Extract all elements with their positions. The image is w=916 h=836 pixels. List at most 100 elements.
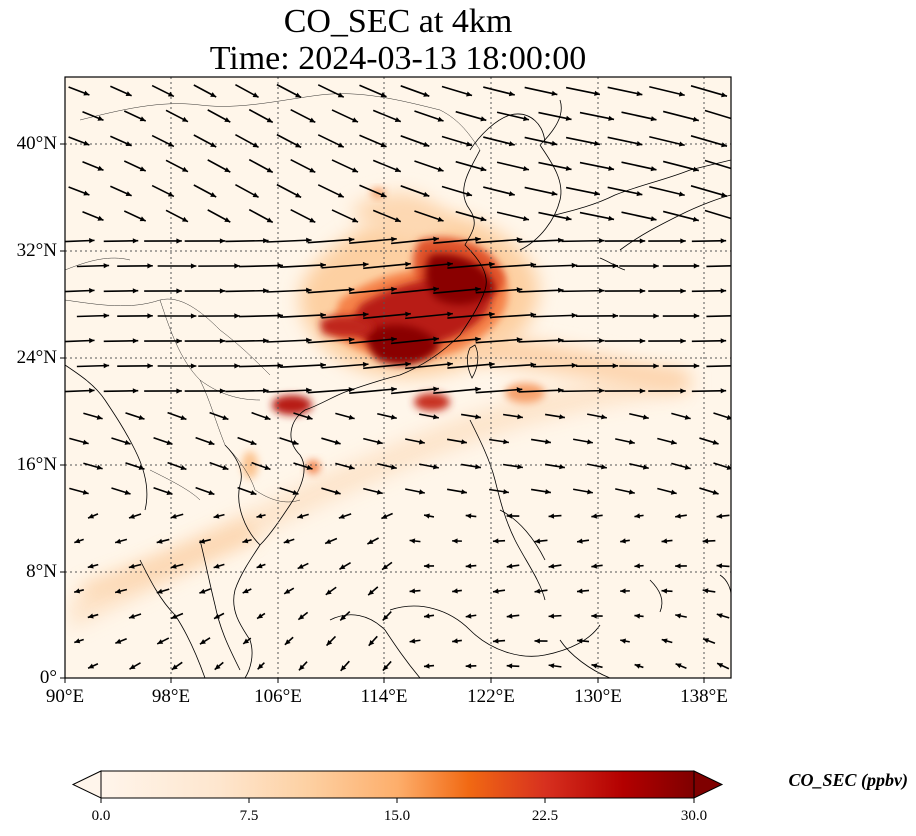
wind-arrow-head: [639, 388, 646, 394]
colorbar-tick-label: 0.0: [91, 808, 111, 824]
wind-arrow-head: [548, 663, 555, 669]
wind-arrow-head: [516, 287, 523, 293]
wind-arrow-head: [489, 261, 495, 267]
wind-arrow-head: [394, 167, 401, 172]
wind-arrow: [518, 239, 564, 243]
wind-arrow-head: [735, 218, 741, 223]
wind-arrow-head: [139, 216, 146, 222]
wind-arrow-head: [297, 563, 304, 569]
wind-arrow-head: [571, 262, 578, 268]
wind-arrow-head: [717, 663, 724, 668]
wind-arrow-head: [475, 414, 481, 420]
wind-arrow-head: [124, 439, 131, 445]
wind-arrow: [307, 288, 355, 294]
wind-arrow-head: [558, 287, 564, 293]
wind-arrow-head: [264, 415, 271, 420]
wind-arrow-head: [129, 664, 136, 670]
wind-arrow-head: [433, 336, 439, 342]
wind-arrow-head: [394, 117, 401, 122]
wind-arrow-head: [452, 638, 458, 644]
wind-arrow-head: [128, 563, 135, 569]
wind-arrow-head: [548, 613, 555, 619]
wind-arrow-head: [634, 563, 640, 569]
colorbar-tick-label: 22.5: [531, 808, 559, 824]
wind-arrow-head: [534, 638, 540, 644]
wind-arrow-head: [628, 439, 635, 445]
wind-arrow-head: [675, 613, 682, 619]
wind-arrow-head: [653, 363, 659, 369]
wind-arrow-head: [348, 414, 355, 420]
wind-arrow-head: [283, 538, 290, 544]
wind-arrow-head: [320, 262, 326, 268]
wind-arrow-head: [636, 91, 643, 97]
wind-arrow: [565, 136, 601, 146]
wind-arrow-head: [380, 192, 387, 198]
wind-arrow-head: [252, 92, 259, 98]
wind-arrow-head: [447, 311, 453, 317]
wind-arrow-head: [680, 288, 686, 294]
wind-arrow-head: [419, 439, 425, 445]
wind-arrow-head: [437, 166, 444, 172]
wind-arrow-head: [517, 414, 523, 420]
wind-arrow-head: [447, 361, 453, 367]
wind-arrow-head: [530, 362, 537, 368]
wind-arrow-head: [716, 513, 723, 519]
wind-arrow-head: [320, 362, 326, 368]
wind-arrow-head: [703, 638, 709, 644]
wind-arrow: [621, 211, 657, 221]
wind-arrow: [691, 339, 727, 343]
wind-arrow: [280, 363, 326, 369]
wind-arrow-head: [587, 439, 593, 445]
wind-arrow-head: [125, 91, 132, 96]
wind-arrow: [561, 289, 605, 293]
wind-arrow-head: [382, 614, 389, 621]
wind-arrow: [662, 110, 700, 122]
wind-arrow: [239, 314, 283, 318]
wind-arrow-head: [653, 263, 659, 269]
wind-arrow: [518, 389, 564, 393]
wind-arrow-head: [138, 415, 145, 420]
wind-arrow-head: [368, 589, 374, 596]
wind-arrow: [239, 264, 283, 268]
wind-arrow-head: [103, 313, 110, 319]
wind-arrow-head: [190, 363, 197, 369]
wind-arrow-head: [242, 538, 249, 544]
wind-arrow-head: [702, 588, 709, 594]
wind-arrow-head: [516, 387, 523, 393]
wind-arrow-head: [475, 286, 481, 292]
lon-tick-label: 130°E: [574, 686, 622, 707]
wind-arrow-head: [376, 489, 383, 495]
wind-arrow-head: [612, 363, 619, 369]
wind-arrow-head: [234, 363, 240, 369]
wind-arrow-head: [650, 166, 657, 172]
wind-arrow-head: [480, 216, 487, 222]
wind-arrow-head: [489, 361, 495, 367]
wind-arrow-head: [88, 663, 95, 669]
wind-arrow-head: [115, 638, 122, 644]
wind-arrow-head: [620, 588, 626, 594]
wind-arrow-head: [87, 563, 94, 569]
wind-arrow-head: [551, 140, 558, 146]
wind-arrow-head: [129, 613, 135, 619]
wind-arrow-head: [340, 614, 346, 621]
wind-arrow-head: [309, 217, 316, 223]
wind-arrow: [565, 186, 601, 196]
wind-arrow: [538, 161, 572, 171]
wind-arrow: [433, 338, 481, 344]
wind-arrow: [496, 111, 530, 121]
wind-arrow-head: [508, 141, 515, 147]
wind-arrow-head: [642, 464, 649, 470]
wind-arrow: [489, 313, 537, 319]
wind-arrow: [349, 237, 397, 245]
wind-arrow: [225, 239, 269, 243]
wind-arrow-head: [199, 639, 206, 645]
wind-arrow: [266, 239, 312, 243]
wind-arrow-head: [171, 614, 178, 619]
wind-arrow-head: [89, 238, 95, 244]
wind-arrow-head: [147, 363, 153, 369]
wind-arrow: [607, 186, 643, 196]
wind-arrow-head: [558, 387, 564, 393]
wind-arrow: [225, 289, 269, 293]
wind-arrow-head: [257, 613, 263, 619]
